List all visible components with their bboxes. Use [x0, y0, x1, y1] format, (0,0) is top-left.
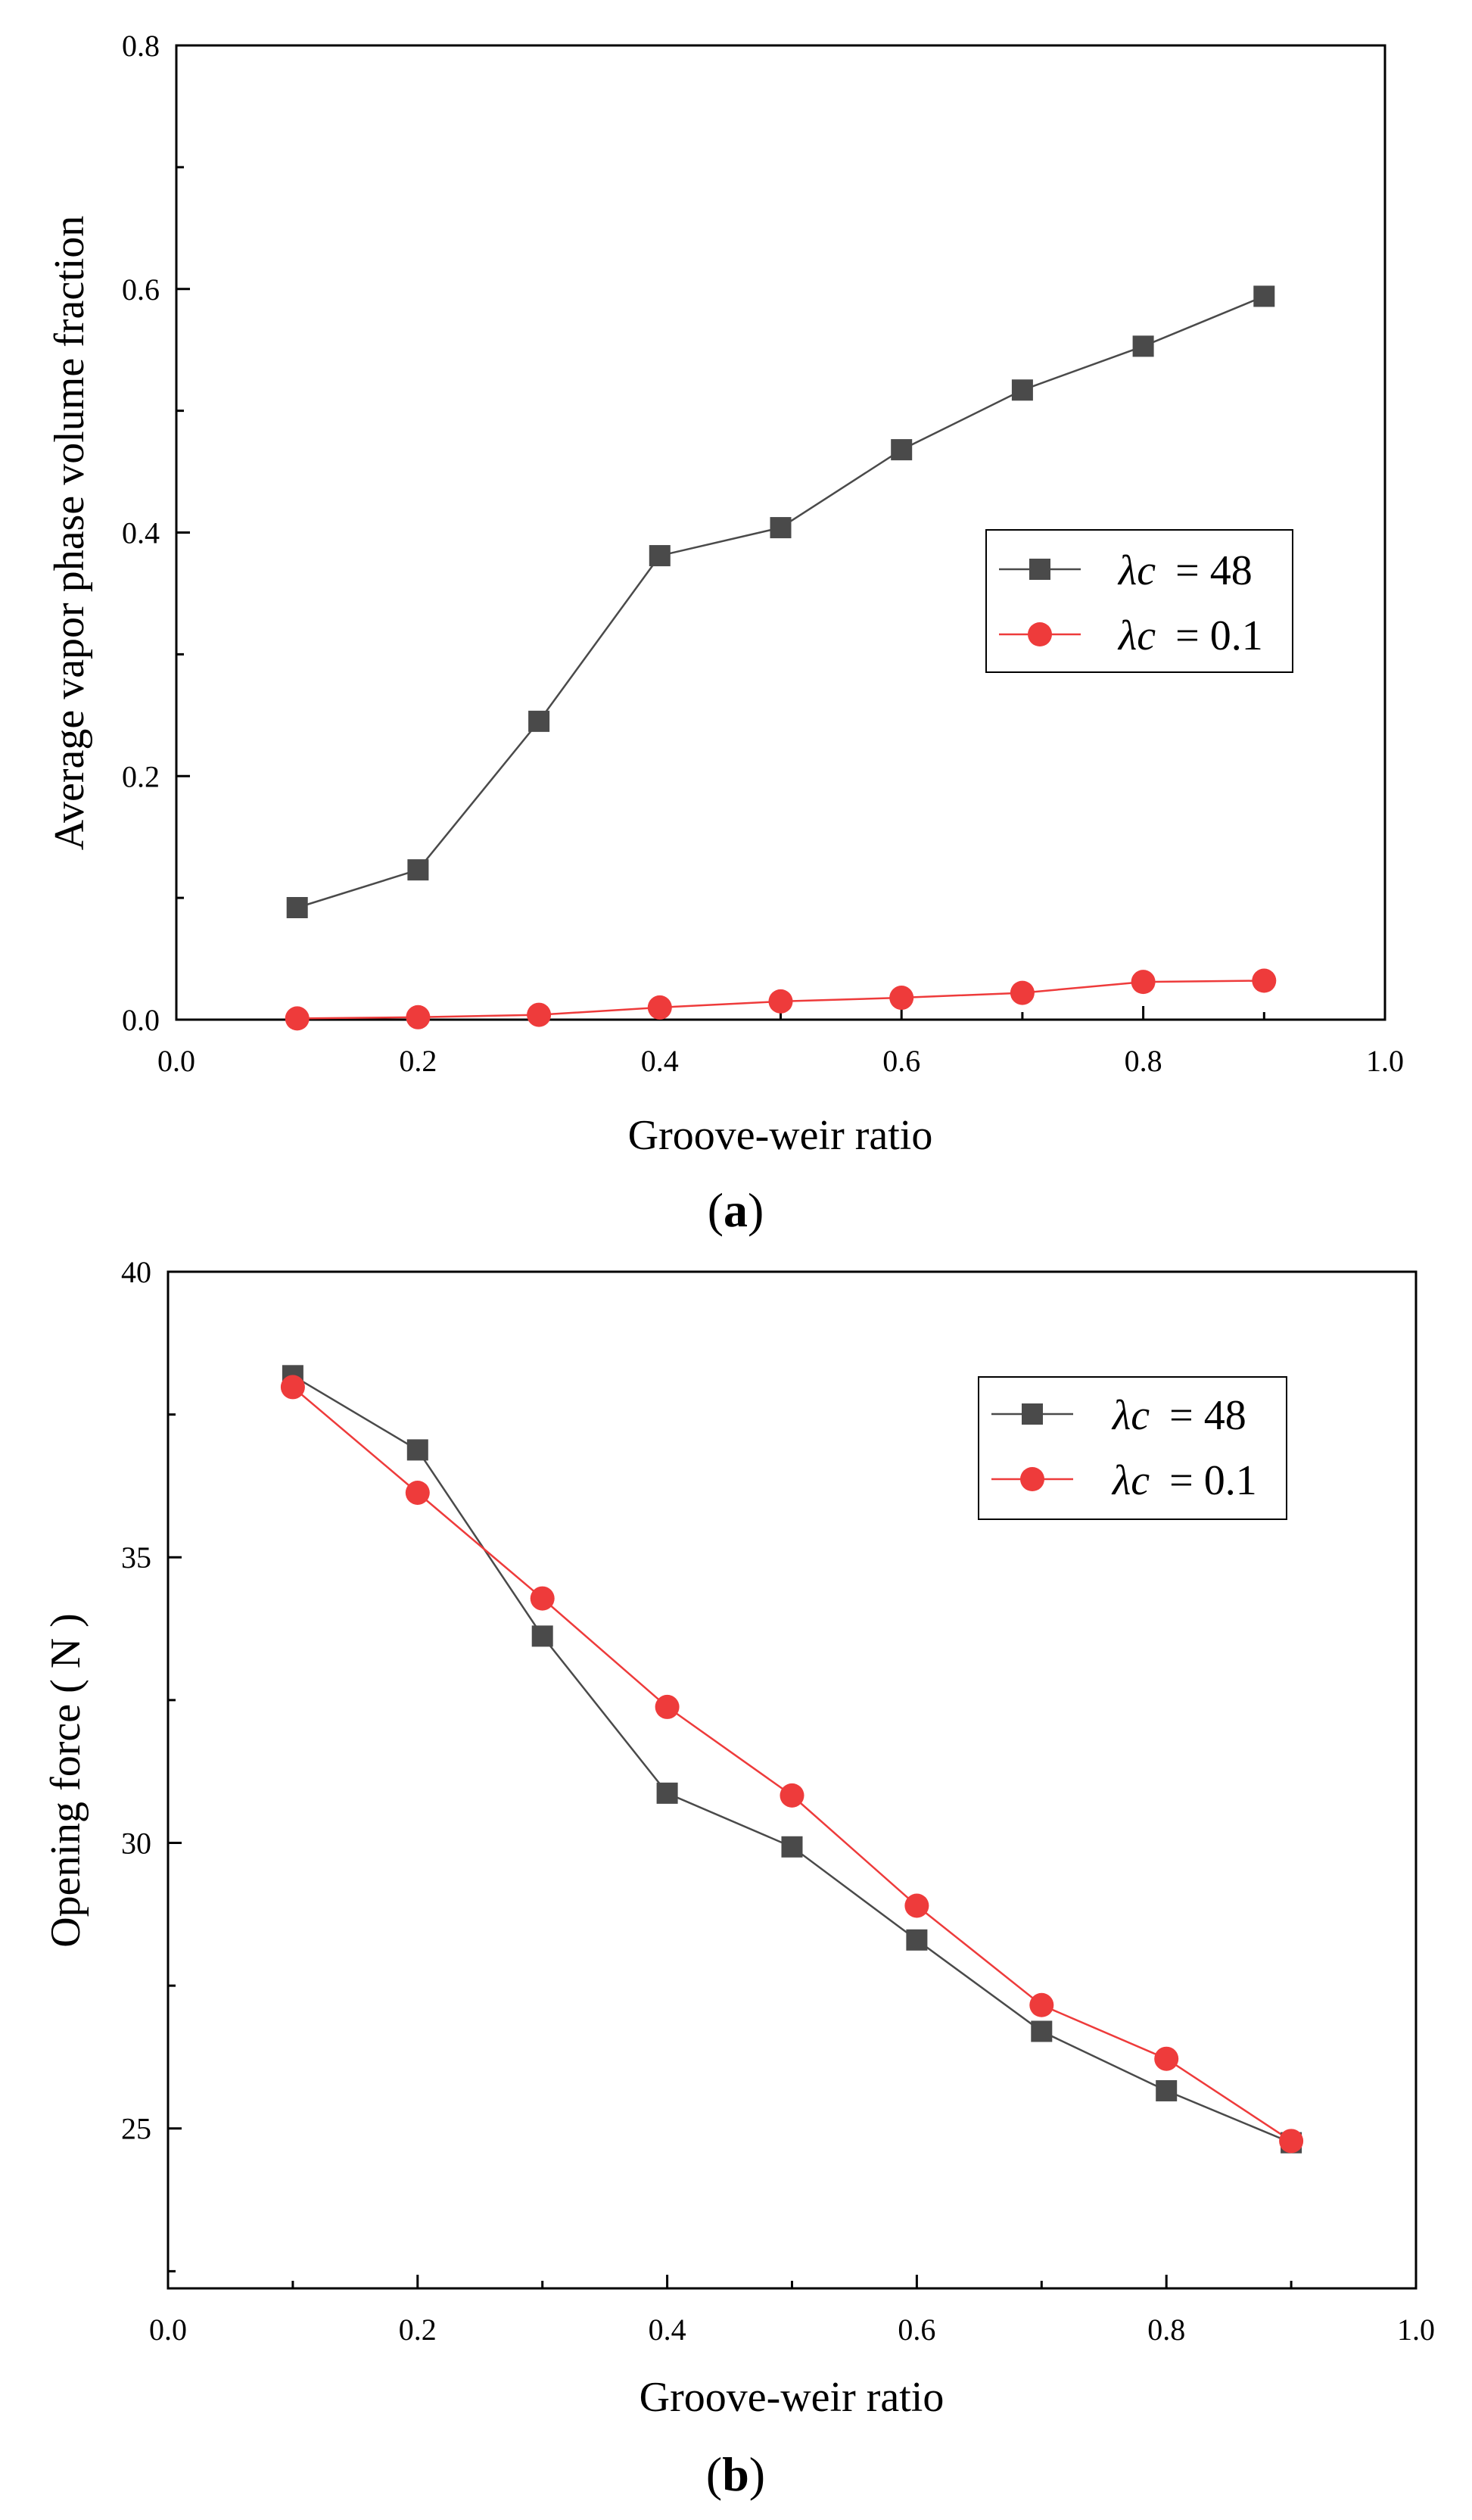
- y-axis-title: Opening force ( N ): [42, 1613, 89, 1948]
- y-tick-label: 25: [121, 2112, 151, 2146]
- legend-label-series-1: λc = 48: [1111, 1392, 1246, 1439]
- y-tick-label: 0.2: [122, 759, 160, 793]
- data-point-circle: [889, 986, 914, 1011]
- x-tick-label: 0.0: [149, 2313, 187, 2347]
- data-point-square: [1156, 2079, 1178, 2101]
- x-tick-label: 0.6: [898, 2313, 935, 2347]
- legend-symbol: λc: [1111, 1457, 1150, 1504]
- y-tick-label: 0.4: [122, 516, 160, 550]
- chart-panel-a: 0.0 0.2 0.4 0.6 0.8 1.0 0.0 0.2 0.4 0.6 …: [46, 29, 1404, 1237]
- data-point-circle: [1010, 980, 1035, 1005]
- data-point-square: [781, 1836, 803, 1858]
- data-point-square: [528, 710, 550, 732]
- y-tick-label: 30: [121, 1826, 151, 1860]
- tick-labels-b: 0.0 0.2 0.4 0.6 0.8 1.0 25 30 35 40: [121, 1255, 1435, 2347]
- data-point-circle: [530, 1586, 555, 1611]
- data-point-square: [891, 439, 913, 461]
- data-point-circle: [285, 1006, 310, 1031]
- data-point-circle: [1131, 970, 1156, 995]
- legend-marker-circle: [1020, 1467, 1044, 1491]
- legend-b: λc = 48 λc = 0.1: [978, 1376, 1287, 1520]
- panel-label-open: (: [706, 2447, 722, 2501]
- data-point-square: [286, 896, 308, 918]
- legend-label-series-2: λc = 0.1: [1111, 1457, 1257, 1504]
- y-tick-label: 35: [121, 1540, 151, 1575]
- x-tick-label: 0.8: [1147, 2313, 1185, 2347]
- x-tick-label: 0.2: [399, 2313, 437, 2347]
- data-point-square: [531, 1625, 553, 1647]
- data-point-circle: [1279, 2129, 1304, 2154]
- tick-labels-a: 0.0 0.2 0.4 0.6 0.8 1.0 0.0 0.2 0.4 0.6 …: [122, 29, 1404, 1078]
- legend-symbol: λc: [1117, 547, 1156, 594]
- legend-a: λc = 48 λc = 0.1: [985, 529, 1293, 673]
- y-tick-label: 40: [121, 1255, 151, 1289]
- y-tick-label: 0.0: [122, 1003, 160, 1037]
- x-tick-label: 1.0: [1397, 2313, 1435, 2347]
- data-point-circle: [904, 1893, 929, 1918]
- data-point-circle: [527, 1002, 552, 1027]
- data-point-square: [1031, 2020, 1053, 2042]
- x-tick-label: 0.4: [641, 1044, 679, 1078]
- data-point-circle: [280, 1375, 305, 1400]
- x-tick-label: 0.0: [157, 1044, 195, 1078]
- series-markers-a: [285, 285, 1277, 1031]
- series-markers-b: [280, 1365, 1304, 2154]
- legend-value: = 0.1: [1169, 1457, 1257, 1504]
- data-point-square: [407, 859, 429, 881]
- y-axis-title: Average vapor phase volume fraction: [46, 216, 93, 851]
- panel-label-close: ): [748, 1183, 764, 1237]
- data-point-circle: [405, 1480, 430, 1505]
- data-point-circle: [647, 995, 672, 1020]
- y-tick-label: 0.6: [122, 273, 160, 307]
- panel-label-a: (a): [708, 1183, 764, 1237]
- data-point-square: [1253, 285, 1275, 307]
- legend-value: = 48: [1175, 547, 1253, 594]
- data-point-circle: [1252, 968, 1277, 993]
- panel-label-letter: a: [724, 1183, 748, 1237]
- legend-label-series-2: λc = 0.1: [1117, 612, 1263, 659]
- legend-marker-square: [1022, 1403, 1043, 1425]
- data-point-circle: [406, 1005, 431, 1029]
- legend-value: = 48: [1169, 1392, 1246, 1439]
- data-point-circle: [1154, 2046, 1179, 2071]
- legend-symbol: λc: [1111, 1392, 1150, 1439]
- panel-label-close: ): [749, 2447, 765, 2501]
- legend-label-series-1: λc = 48: [1117, 547, 1253, 594]
- data-point-square: [649, 545, 671, 567]
- x-tick-label: 0.4: [649, 2313, 686, 2347]
- data-point-circle: [1029, 1992, 1054, 2017]
- data-point-square: [1011, 379, 1033, 401]
- x-tick-label: 0.2: [399, 1044, 437, 1078]
- legend-marker-square: [1029, 559, 1050, 580]
- data-point-square: [406, 1439, 428, 1461]
- chart-panel-b: 0.0 0.2 0.4 0.6 0.8 1.0 25 30 35 40 Groo…: [42, 1255, 1435, 2501]
- data-point-square: [770, 517, 792, 539]
- data-point-square: [906, 1929, 928, 1951]
- legend-box: [985, 529, 1293, 673]
- data-point-square: [656, 1782, 678, 1804]
- axis-ticks-b: [166, 1270, 1418, 2288]
- data-point-circle: [655, 1694, 680, 1719]
- x-tick-label: 0.8: [1125, 1044, 1162, 1078]
- panel-label-b: (b): [706, 2447, 765, 2501]
- x-axis-title: Groove-weir ratio: [640, 2374, 945, 2421]
- panel-label-open: (: [708, 1183, 724, 1237]
- legend-box: [978, 1376, 1287, 1520]
- data-point-circle: [768, 989, 793, 1014]
- legend-value: = 0.1: [1175, 612, 1263, 659]
- legend-symbol: λc: [1117, 612, 1156, 659]
- x-tick-label: 0.6: [882, 1044, 920, 1078]
- data-point-square: [1132, 335, 1154, 357]
- x-tick-label: 1.0: [1366, 1044, 1404, 1078]
- data-point-circle: [780, 1783, 804, 1808]
- y-tick-label: 0.8: [122, 29, 160, 63]
- x-axis-title: Groove-weir ratio: [628, 1112, 933, 1159]
- legend-marker-circle: [1028, 622, 1052, 646]
- panel-label-letter: b: [722, 2447, 749, 2501]
